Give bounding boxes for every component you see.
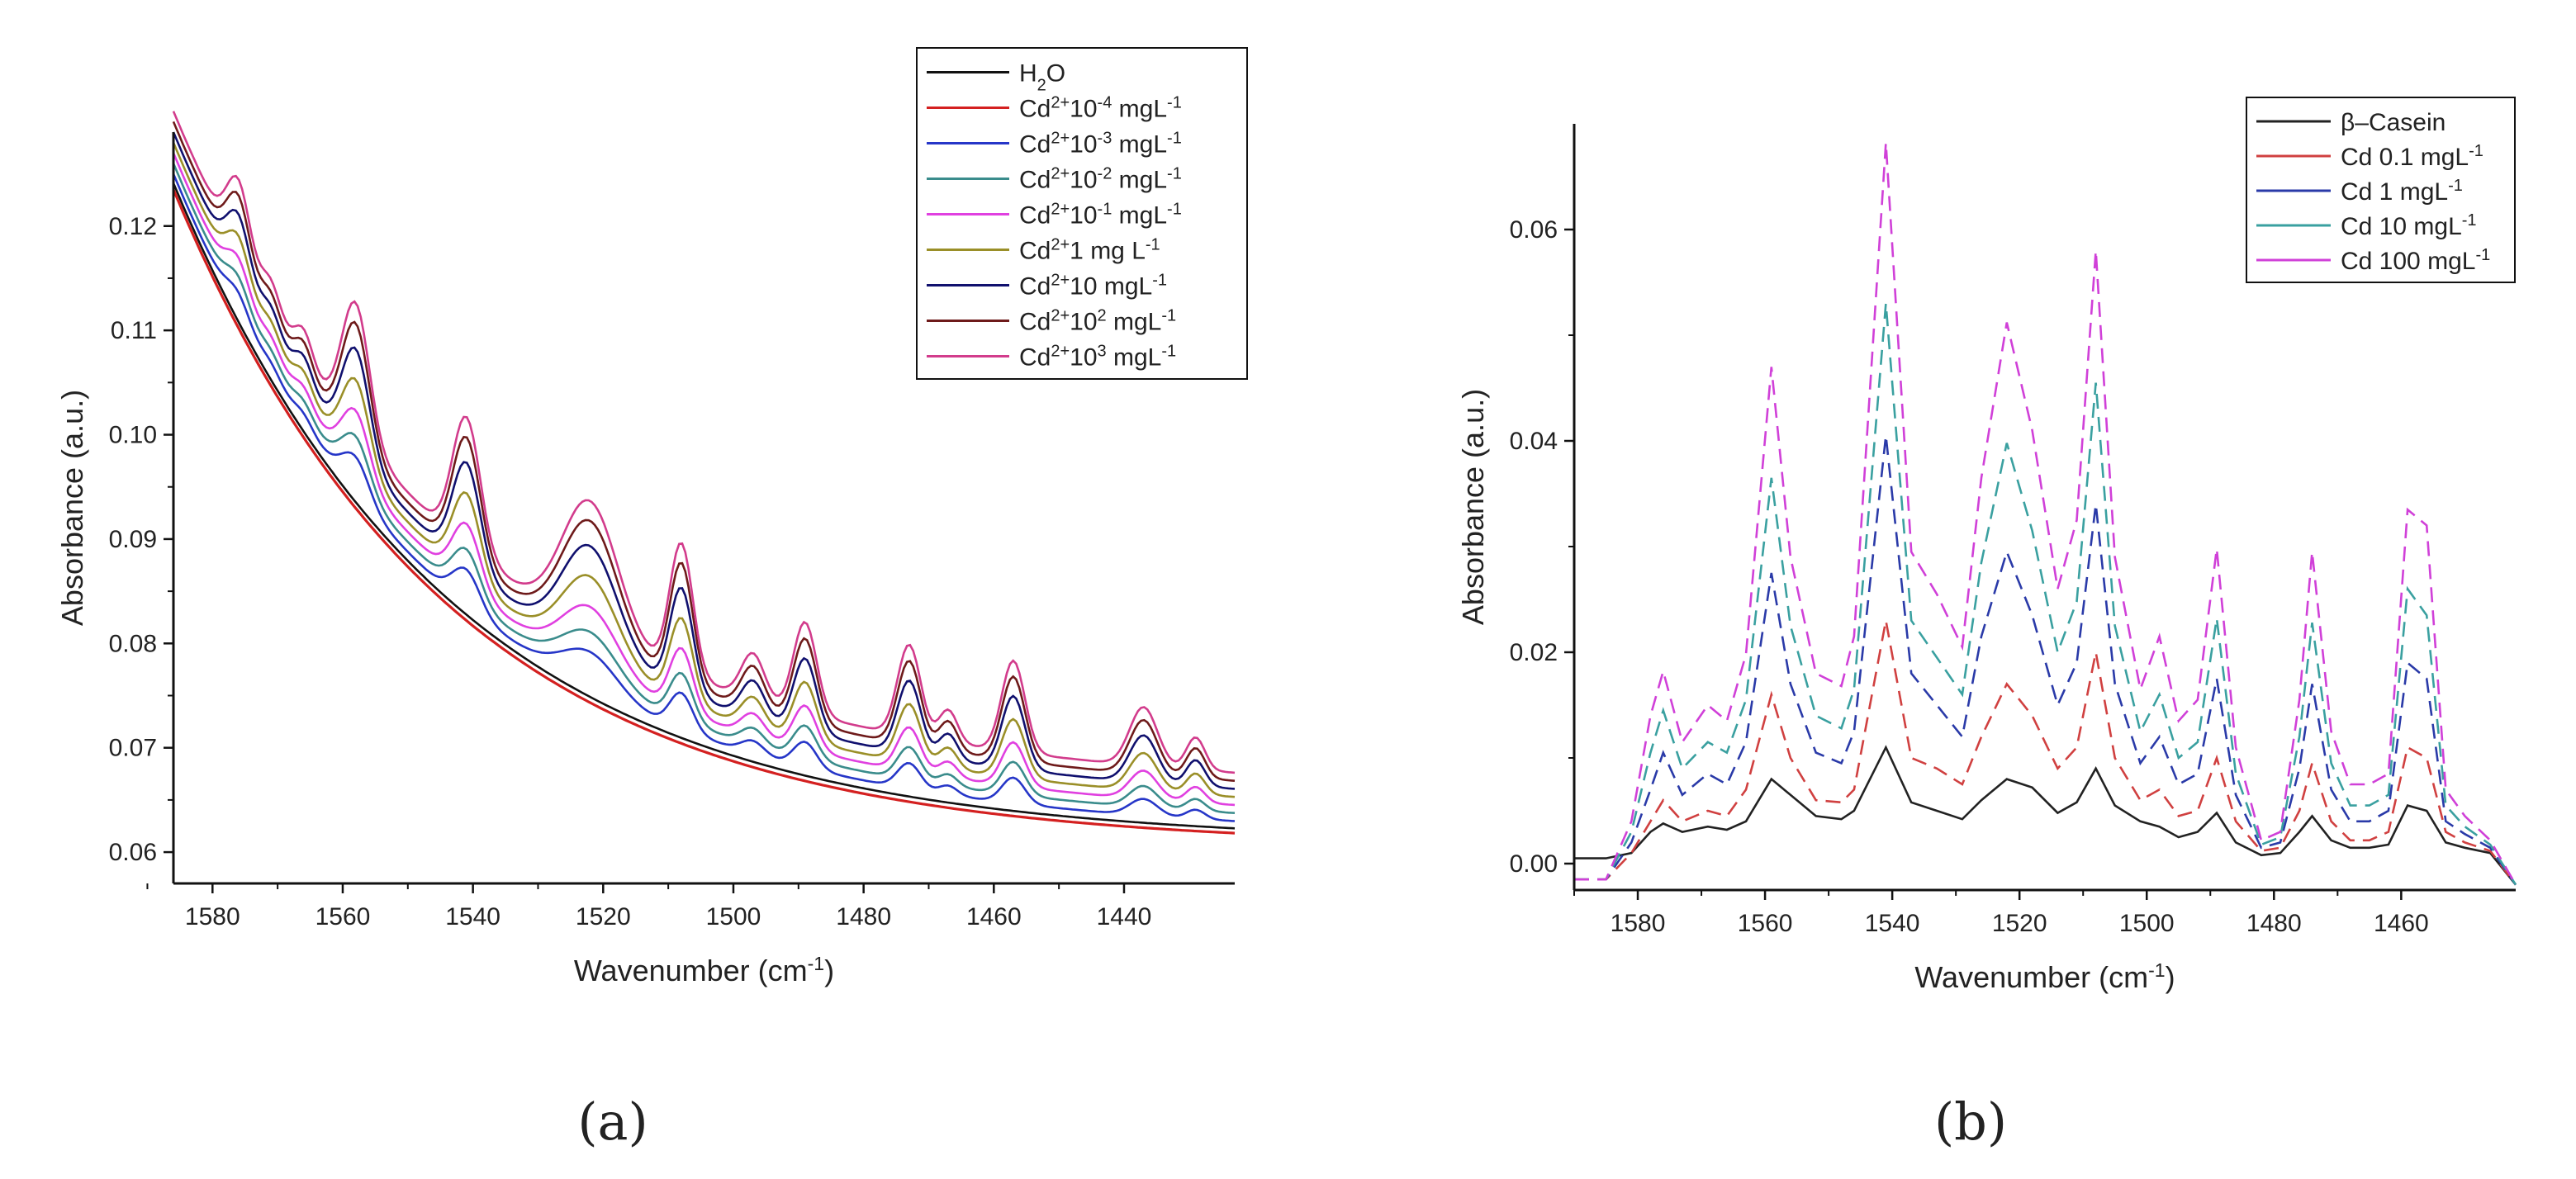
y-tick-label: 0.09 bbox=[109, 526, 157, 553]
legend-label-7: Cd2+10 mgL-1 bbox=[1019, 272, 1167, 301]
series-line-2 bbox=[172, 188, 1236, 835]
x-tick-label: 1440 bbox=[1097, 903, 1152, 930]
y-tick-label: 0.06 bbox=[1510, 216, 1558, 244]
series-line-5 bbox=[172, 152, 1236, 807]
x-tick-label: 1580 bbox=[1611, 910, 1666, 937]
legend-label-3: Cd 1 mgL-1 bbox=[2341, 177, 2463, 206]
y-axis-label: Absorbance (a.u.) bbox=[1456, 389, 1490, 625]
legend-label-4: Cd2+10-2 mgL-1 bbox=[1019, 165, 1182, 194]
y-tick-label: 0.06 bbox=[109, 839, 157, 866]
panel-label-a: (a) bbox=[577, 1091, 648, 1152]
x-tick-label: 1500 bbox=[2119, 910, 2175, 937]
x-tick-label: 1540 bbox=[445, 903, 500, 930]
x-tick-label: 1560 bbox=[315, 903, 371, 930]
series-line-3 bbox=[172, 173, 1236, 822]
x-tick-label: 1460 bbox=[966, 903, 1022, 930]
series-line-2 bbox=[1574, 620, 2517, 886]
y-tick-label: 0.02 bbox=[1510, 639, 1558, 666]
series-line-6 bbox=[172, 142, 1236, 798]
legend-label-2: Cd 0.1 mgL-1 bbox=[2341, 142, 2483, 171]
x-tick-label: 1480 bbox=[836, 903, 891, 930]
x-axis-label: Wavenumber (cm-1) bbox=[574, 953, 834, 987]
y-tick-label: 0.04 bbox=[1510, 428, 1558, 455]
legend-label-8: Cd2+102 mgL-1 bbox=[1019, 307, 1176, 336]
legend-label-5: Cd2+10-1 mgL-1 bbox=[1019, 201, 1182, 230]
legend-label-6: Cd2+1 mg L-1 bbox=[1019, 236, 1160, 265]
x-tick-label: 1500 bbox=[706, 903, 761, 930]
x-tick-label: 1520 bbox=[1992, 910, 2047, 937]
x-tick-label: 1480 bbox=[2246, 910, 2302, 937]
x-tick-label: 1460 bbox=[2374, 910, 2429, 937]
y-axis-label: Absorbance (a.u.) bbox=[55, 390, 89, 626]
y-tick-label: 0.07 bbox=[109, 735, 157, 762]
series-line-3 bbox=[1574, 435, 2517, 886]
chart-a: 1580 1560 1540 1520 1500 1480 1460 1440 0.06 0.07… bbox=[55, 47, 1248, 987]
series-line-4 bbox=[1574, 303, 2517, 886]
x-tick-label: 1560 bbox=[1738, 910, 1793, 937]
series-line-8 bbox=[172, 121, 1236, 782]
chart-b: 1580 1560 1540 1520 1500 1480 1460 0.00 0.02 0.04… bbox=[1456, 97, 2517, 994]
legend-label-5: Cd 100 mgL-1 bbox=[2341, 246, 2490, 275]
legend-label-3: Cd2+10-3 mgL-1 bbox=[1019, 130, 1182, 159]
series-line-4 bbox=[172, 163, 1236, 814]
series-line-9 bbox=[172, 111, 1236, 774]
legend-label-1: β–Casein bbox=[2341, 109, 2446, 136]
y-tick-label: 0.10 bbox=[109, 422, 157, 449]
y-tick-label: 0.00 bbox=[1510, 850, 1558, 878]
x-tick-label: 1580 bbox=[185, 903, 240, 930]
y-tick-label: 0.12 bbox=[109, 213, 157, 240]
series-line-1 bbox=[172, 182, 1236, 830]
y-tick-label: 0.08 bbox=[109, 630, 157, 657]
series-line-7 bbox=[172, 131, 1236, 790]
y-tick-label: 0.11 bbox=[111, 317, 157, 344]
series-line-1 bbox=[1574, 745, 2517, 886]
legend-label-2: Cd2+10-4 mgL-1 bbox=[1019, 94, 1182, 123]
legend-label-1: H2O bbox=[1019, 60, 1065, 95]
panel-label-b: (b) bbox=[1934, 1091, 2007, 1152]
legend-label-9: Cd2+103 mgL-1 bbox=[1019, 343, 1176, 372]
legend-label-4: Cd 10 mgL-1 bbox=[2341, 211, 2477, 240]
series-line-5 bbox=[1574, 142, 2517, 886]
x-tick-label: 1540 bbox=[1865, 910, 1920, 937]
x-tick-label: 1520 bbox=[576, 903, 631, 930]
x-axis-label: Wavenumber (cm-1) bbox=[1914, 959, 2175, 994]
